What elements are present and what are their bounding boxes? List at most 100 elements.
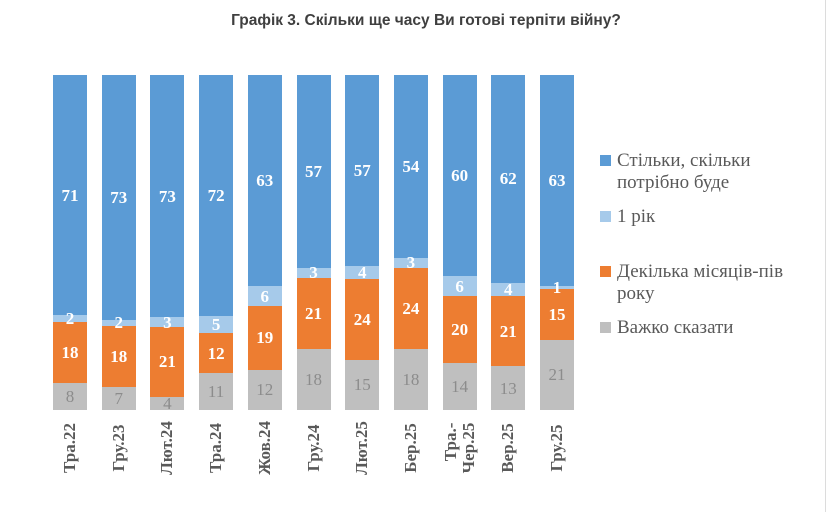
- bar-segment: 3: [150, 314, 185, 331]
- x-axis-label: Гру.24: [303, 424, 323, 472]
- bar-segment: 7: [101, 386, 136, 410]
- bar-segment: 57: [296, 75, 331, 268]
- bar-segment: 60: [442, 75, 477, 276]
- bar-value-label: 15: [353, 375, 371, 395]
- bar-segment: 6: [247, 286, 282, 307]
- bar-segment: 15: [345, 359, 380, 410]
- bar-segment: 18: [101, 326, 136, 387]
- x-axis-label: Гру.25: [547, 424, 566, 472]
- bar-segment: 24: [393, 267, 428, 350]
- bar-value-label: 1: [552, 278, 562, 298]
- bar-segment: 15: [540, 289, 574, 340]
- bar-value-label: 60: [451, 166, 469, 185]
- bar-value-label: 63: [256, 171, 274, 191]
- bar-value-label: 3: [163, 312, 172, 332]
- bar-segment: 20: [442, 296, 477, 364]
- bar-segment: 73: [150, 75, 185, 318]
- chart-title: Графік 3. Скільки ще часу Ви готові терп…: [231, 12, 621, 29]
- bar-segment: 21: [540, 339, 574, 410]
- bar-segment: 2: [101, 314, 136, 331]
- bar-segment: 21: [491, 296, 526, 367]
- bar-value-label: 3: [309, 263, 318, 283]
- bar-value-label: 24: [353, 310, 371, 330]
- bar-segment: 8: [53, 382, 87, 410]
- bar-value-label: 18: [61, 342, 79, 362]
- bar-segment: 3: [393, 254, 428, 271]
- bar-value-label: 2: [65, 309, 75, 329]
- bar-segment: 72: [199, 75, 234, 317]
- bar-value-label: 13: [499, 378, 517, 398]
- bar-value-label: 4: [504, 279, 513, 299]
- bar-segment: 21: [150, 327, 185, 397]
- bar-value-label: 15: [548, 305, 566, 325]
- bar-value-label: 54: [402, 156, 420, 176]
- bar-value-label: 21: [548, 365, 566, 385]
- legend-item: Декілька місяців-пів року: [600, 261, 818, 304]
- bar-value-label: 3: [406, 253, 416, 273]
- bar-segment: 62: [491, 75, 526, 283]
- x-axis-label: Жов.24: [254, 420, 274, 476]
- legend-label: Декілька місяців-пів року: [617, 261, 784, 304]
- legend-label: Важко сказати: [617, 317, 734, 338]
- bar-value-label: 24: [402, 298, 420, 318]
- bar-value-label: 57: [353, 160, 371, 180]
- x-axis-label: Вер.25: [498, 423, 518, 473]
- bar-segment: 4: [491, 279, 526, 299]
- bar-segment: 5: [199, 315, 234, 335]
- bar-segment: 57: [345, 75, 380, 266]
- bar-value-label: 21: [499, 321, 517, 341]
- bar-value-label: 72: [207, 186, 225, 206]
- bar-segment: 13: [491, 366, 526, 410]
- x-axis-label: Тра.22: [60, 423, 79, 473]
- bar-value-label: 7: [114, 388, 123, 408]
- bar-value-label: 5: [211, 315, 221, 335]
- legend-label: 1 рік: [617, 206, 656, 227]
- bar-segment: 4: [345, 263, 380, 283]
- x-axis-label: Гру.23: [108, 424, 128, 472]
- bar-value-label: 12: [207, 343, 225, 363]
- bar-segment: 11: [199, 373, 234, 410]
- legend-swatch: [600, 211, 611, 222]
- legend-swatch: [600, 155, 611, 166]
- x-axis-label: Бер.25: [400, 423, 420, 473]
- bar-value-label: 11: [207, 382, 225, 402]
- bar-segment: 63: [247, 75, 282, 287]
- bar-value-label: 73: [110, 187, 128, 207]
- bar-segment: 14: [442, 363, 477, 410]
- bar-value-label: 62: [499, 169, 517, 189]
- bar-value-label: 20: [451, 320, 469, 340]
- bar-segment: 1: [540, 279, 574, 296]
- bar-value-label: 6: [455, 276, 464, 296]
- bar-value-label: 73: [158, 186, 176, 206]
- bar-segment: 18: [296, 349, 331, 410]
- x-axis-label: Тра.- Чер.25: [440, 422, 478, 474]
- bar-segment: 73: [101, 75, 136, 320]
- bar-segment: 63: [540, 75, 574, 287]
- bar-value-label: 71: [61, 185, 79, 205]
- bar-segment: 4: [150, 395, 185, 412]
- bar-value-label: 18: [110, 346, 128, 366]
- bar-value-label: 21: [158, 352, 176, 372]
- bar-value-label: 57: [305, 161, 322, 181]
- bar-segment: 12: [199, 332, 234, 374]
- bar-segment: 12: [247, 369, 282, 410]
- legend-swatch: [600, 266, 611, 277]
- bar-segment: 71: [53, 75, 87, 316]
- legend-label: Стільки, скільки потрібно буде: [617, 150, 751, 193]
- bar-segment: 6: [442, 276, 477, 297]
- bar-segment: 2: [53, 310, 87, 327]
- bar-value-label: 8: [65, 386, 75, 406]
- bar-segment: 54: [393, 75, 428, 258]
- bar-value-label: 6: [260, 286, 270, 306]
- bar-value-label: 63: [548, 171, 566, 191]
- bar-segment: 21: [296, 278, 331, 350]
- legend-item: Стільки, скільки потрібно буде: [600, 150, 818, 193]
- bar-value-label: 2: [114, 313, 123, 333]
- legend-swatch: [600, 322, 611, 333]
- x-axis-label: Лют.24: [157, 421, 177, 475]
- bar-value-label: 12: [256, 380, 274, 400]
- bar-value-label: 18: [402, 370, 420, 390]
- bar-value-label: 4: [357, 263, 367, 283]
